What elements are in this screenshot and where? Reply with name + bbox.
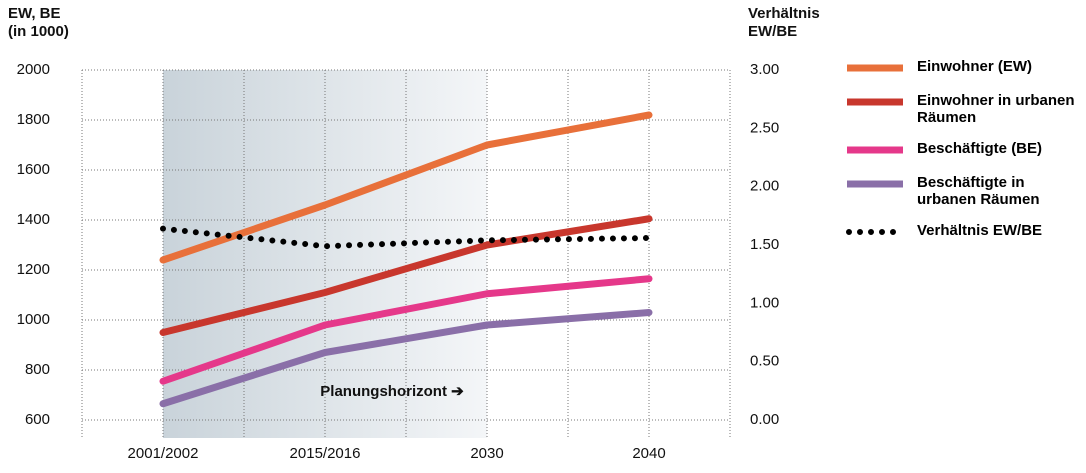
legend-swatch bbox=[845, 140, 905, 160]
y2-title: EW/BE bbox=[748, 23, 797, 40]
y-title: EW, BE bbox=[8, 5, 61, 22]
x-tick-label: 2015/2016 bbox=[290, 445, 361, 462]
y2-tick-label: 3.00 bbox=[750, 61, 779, 78]
legend-label: Einwohner in urbanen Räumen bbox=[917, 92, 1075, 126]
y2-tick-label: 2.00 bbox=[750, 178, 779, 195]
legend-label: Verhältnis EW/BE bbox=[917, 222, 1043, 239]
y-tick-label: 1800 bbox=[17, 111, 50, 128]
y-tick-label: 2000 bbox=[17, 61, 50, 78]
x-tick-label: 2001/2002 bbox=[128, 445, 199, 462]
y-tick-label: 1200 bbox=[17, 261, 50, 278]
y2-tick-label: 0.00 bbox=[750, 411, 779, 428]
y-tick-label: 1000 bbox=[17, 311, 50, 328]
y2-title: Verhältnis bbox=[748, 5, 820, 22]
annotation: Planungshorizont ➔ bbox=[320, 383, 464, 400]
legend: Einwohner (EW) Einwohner in urbanen Räume… bbox=[845, 58, 1085, 256]
y-tick-label: 1400 bbox=[17, 211, 50, 228]
legend-item: Verhältnis EW/BE bbox=[845, 222, 1085, 242]
y2-tick-label: 0.50 bbox=[750, 353, 779, 370]
legend-label: Beschäftigte (BE) bbox=[917, 140, 1043, 157]
y-tick-label: 800 bbox=[25, 361, 50, 378]
legend-item: Beschäftigte (BE) bbox=[845, 140, 1085, 160]
series-line bbox=[159, 111, 653, 264]
y2-tick-label: 2.50 bbox=[750, 119, 779, 136]
legend-label: Einwohner (EW) bbox=[917, 58, 1032, 75]
legend-label: Beschäftigte in urbanen Räumen bbox=[917, 174, 1040, 208]
x-tick-label: 2030 bbox=[470, 445, 503, 462]
y2-tick-label: 1.00 bbox=[750, 294, 779, 311]
legend-swatch bbox=[845, 92, 905, 112]
y-tick-label: 600 bbox=[25, 411, 50, 428]
y2-tick-label: 1.50 bbox=[750, 236, 779, 253]
series-line bbox=[159, 215, 653, 336]
series-line bbox=[159, 309, 653, 408]
y-tick-label: 1600 bbox=[17, 161, 50, 178]
legend-swatch bbox=[845, 58, 905, 78]
legend-item: Einwohner in urbanen Räumen bbox=[845, 92, 1085, 126]
legend-swatch bbox=[845, 174, 905, 194]
legend-swatch bbox=[845, 222, 905, 242]
series-line bbox=[159, 275, 653, 385]
y-title: (in 1000) bbox=[8, 23, 69, 40]
series-line bbox=[160, 225, 652, 250]
x-tick-label: 2040 bbox=[632, 445, 665, 462]
legend-item: Beschäftigte in urbanen Räumen bbox=[845, 174, 1085, 208]
legend-item: Einwohner (EW) bbox=[845, 58, 1085, 78]
chart: EW, BE (in 1000) Verhältnis EW/BE Planun… bbox=[8, 5, 820, 462]
